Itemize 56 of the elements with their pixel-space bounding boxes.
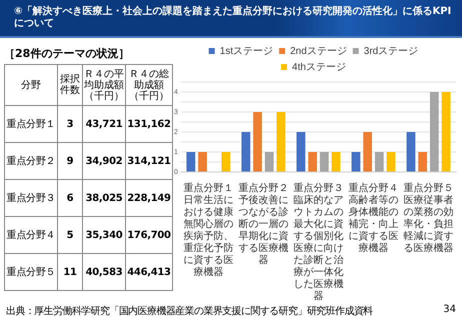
text: 6: [66, 192, 74, 204]
text: 3: [66, 118, 74, 130]
text: ［28件のテーマの状況］: [4, 46, 130, 61]
bar: [352, 152, 360, 172]
category-label: 分野: [4, 64, 58, 106]
text: 11: [63, 266, 77, 278]
category-label: Ｒ４の総助成額（千円）: [126, 64, 172, 106]
bar: [198, 152, 207, 172]
x-tick-label: 重点分野１日常生活における健康無関心層の疾病予防、重症化予防に資する医療機器: [183, 182, 234, 278]
text: 131,162: [127, 118, 171, 130]
category-label: 重点分野４: [6, 230, 56, 241]
category-label: 重点分野３臨床的なアウトカムの最大化に資する個別化医療に向けた診断と治療が一体化した医療機器: [293, 182, 344, 302]
bar: [253, 112, 262, 172]
bar: [186, 152, 196, 172]
x-tick-label: 重点分野５医療従事者の業務の効率化・負担軽減に資する医療機器: [403, 182, 454, 254]
text: 34,902: [86, 156, 122, 166]
bar: [363, 132, 372, 172]
category-label: 重点分野３: [6, 193, 56, 204]
bar: [430, 92, 439, 172]
text: 34: [443, 304, 456, 315]
text: 40,583: [86, 266, 122, 278]
bar: [406, 132, 416, 172]
bar: [332, 152, 340, 172]
source-note: 出典：厚生労働科学研究「国内医療機器産業の業界支援に関する研究」研究班作成資料: [6, 304, 373, 318]
category-label: Ｒ４の平均助成額（千円）: [82, 64, 126, 106]
bar: [276, 112, 286, 172]
text: 35,340: [86, 230, 122, 240]
text: 446,413: [127, 266, 171, 278]
bar: [264, 152, 274, 172]
bar: [374, 152, 384, 172]
bar: [222, 152, 230, 172]
category-label: 重点分野１: [6, 119, 56, 130]
bar: [296, 132, 306, 172]
bar: [308, 152, 317, 172]
category-label: 重点分野２: [6, 156, 56, 167]
legend-label: 4thステージ: [292, 62, 346, 73]
text: 9: [66, 156, 74, 166]
bar: [442, 92, 450, 172]
text: 314,121: [127, 156, 171, 166]
text: 43,721: [86, 118, 122, 130]
text: 228,149: [127, 192, 171, 204]
text: 38,025: [86, 192, 122, 204]
x-tick-label: 重点分野４高齢者等の身体機能の補完・向上に資する医療機器: [348, 182, 398, 254]
category-label: 採択件数: [58, 64, 82, 106]
text: 5: [66, 230, 74, 240]
bar: [320, 152, 329, 172]
x-tick-label: 重点分野２予後改善につながる診断の一層の早期化に資する医療機器: [238, 182, 288, 266]
legend-label: 1stステージ: [220, 46, 274, 57]
legend-label: 2ndステージ: [290, 46, 347, 57]
category-label: 重点分野５: [6, 267, 56, 278]
text: 176,700: [127, 230, 171, 240]
chart-title: ⑥「解決すべき医療上・社会上の課題を踏まえた重点分野における研究開発の活性化」に係るKPIについて: [0, 0, 462, 38]
legend-label: 3rdステージ: [364, 46, 418, 57]
bar: [418, 152, 428, 172]
bar: [242, 132, 250, 172]
bar: [386, 152, 396, 172]
